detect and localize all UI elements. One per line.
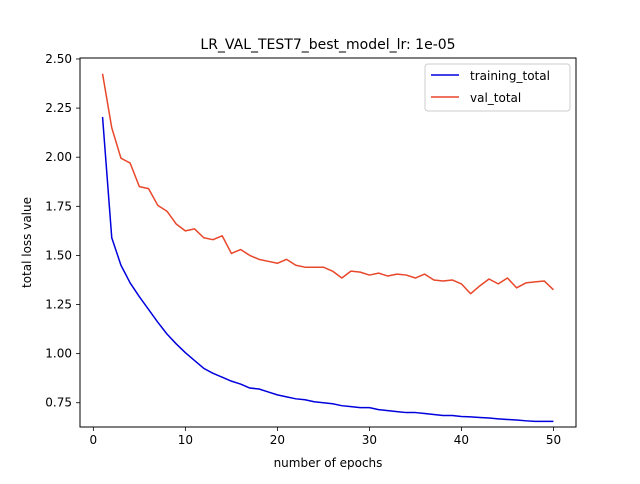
- legend-label-training-total: training_total: [470, 69, 550, 83]
- series-line-training-total: [101, 116, 554, 423]
- x-tick-label: 10: [178, 433, 193, 447]
- x-tick-label: 0: [90, 433, 98, 447]
- y-tick-label: 1.00: [45, 347, 72, 361]
- series-line-val-total: [101, 73, 554, 295]
- y-tick-label: 2.25: [45, 101, 72, 115]
- x-axis: 0 10 20 30 40 50: [90, 427, 561, 447]
- plot-area-frame: [79, 57, 577, 428]
- y-tick-label: 2.00: [45, 150, 72, 164]
- y-tick-label: 0.75: [45, 396, 72, 410]
- plot-series: [101, 73, 554, 423]
- legend-box: [424, 63, 571, 112]
- y-tick-label: 1.25: [45, 298, 72, 312]
- legend: training_total val_total: [424, 63, 571, 112]
- y-axis-label: total loss value: [20, 197, 34, 288]
- x-tick-label: 50: [546, 433, 561, 447]
- x-axis-label: number of epochs: [274, 456, 383, 470]
- y-tick-label: 2.50: [45, 52, 72, 66]
- chart-title: LR_VAL_TEST7_best_model_lr: 1e-05: [200, 37, 455, 53]
- x-tick-label: 30: [362, 433, 377, 447]
- y-axis: 0.75 1.00 1.25 1.50 1.75 2.00 2.25 2.50: [45, 52, 80, 410]
- y-tick-label: 1.75: [45, 199, 72, 213]
- y-tick-label: 1.50: [45, 248, 72, 262]
- x-tick-label: 20: [270, 433, 285, 447]
- x-tick-label: 40: [454, 433, 469, 447]
- legend-label-val-total: val_total: [470, 91, 521, 105]
